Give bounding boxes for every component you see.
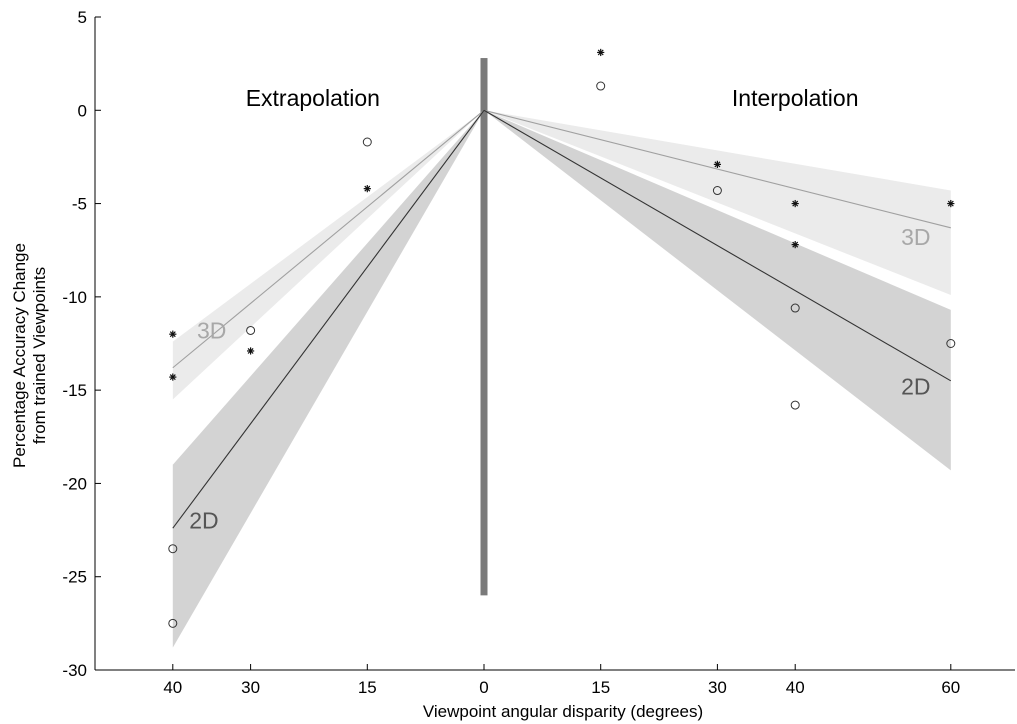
series-label-2d-1: 2D	[901, 373, 930, 399]
fit-line-2d-0	[172, 109, 485, 529]
point-3d-2	[247, 347, 255, 355]
series-label-2d-0: 2D	[189, 508, 218, 534]
point-2d-5	[712, 186, 722, 196]
fit-line-2d-1	[483, 109, 952, 382]
point-3d-8	[947, 199, 955, 208]
point-2d-3	[362, 137, 372, 147]
x-tick-label: 60	[941, 678, 960, 697]
band-2d-1	[484, 110, 951, 471]
point-3d-4	[597, 48, 605, 57]
band-3d-1	[484, 110, 951, 295]
x-tick-label: 30	[708, 678, 727, 697]
series-label-3d-1: 3D	[901, 224, 930, 250]
y-axis-title-line-0: Percentage Accuracy Change	[10, 243, 29, 468]
x-tick-label: 40	[786, 678, 805, 697]
point-3d-1	[169, 373, 177, 381]
y-tick-label: -5	[72, 195, 87, 214]
point-2d-0	[168, 544, 178, 554]
point-3d-5	[713, 160, 721, 168]
point-3d-6	[791, 199, 799, 208]
region-label-extrapolation: Extrapolation	[246, 85, 380, 111]
x-tick-label: 0	[479, 678, 488, 697]
point-2d-1	[168, 618, 178, 628]
point-2d-8	[946, 339, 956, 348]
labels: Extrapolation Interpolation 3D 3D 2D 2D	[189, 85, 930, 534]
point-3d-0	[169, 330, 177, 338]
axes: 5 0 -5 -10 -15 -20 -25 -30 40 30 15 0 15 30 40 60 Viewpo…	[10, 8, 1015, 721]
x-tick-label: 40	[163, 678, 182, 697]
point-2d-7	[790, 400, 800, 410]
y-tick-label: 5	[78, 8, 87, 27]
x-tick-label: 15	[358, 678, 377, 697]
x-axis-title: Viewpoint angular disparity (degrees)	[423, 702, 703, 721]
band-2d-0	[172, 110, 485, 648]
fit-lines	[172, 109, 952, 529]
center-divider	[480, 58, 488, 596]
region-label-interpolation: Interpolation	[732, 85, 859, 111]
fit-line-3d-1	[483, 109, 951, 229]
band-3d-0	[172, 110, 485, 400]
x-tick-label: 15	[591, 678, 610, 697]
y-axis-title-line-1: from trained Viewpoints	[30, 267, 49, 444]
y-tick-label: -20	[62, 474, 87, 493]
y-tick-label: 0	[78, 101, 87, 120]
divider-layer	[480, 58, 488, 596]
point-2d-2	[246, 325, 256, 335]
confidence-bands	[172, 110, 951, 648]
fit-line-3d-0	[172, 109, 485, 369]
point-2d-4	[596, 81, 606, 91]
y-tick-label: -25	[62, 568, 87, 587]
data-points	[168, 48, 956, 628]
series-label-3d-0: 3D	[197, 317, 226, 343]
point-2d-6	[790, 303, 800, 313]
y-tick-label: -30	[62, 661, 87, 680]
y-tick-label: -15	[62, 381, 87, 400]
point-3d-3	[363, 185, 371, 193]
x-tick-label: 30	[241, 678, 260, 697]
y-tick-label: -10	[62, 288, 87, 307]
point-3d-7	[791, 241, 799, 249]
